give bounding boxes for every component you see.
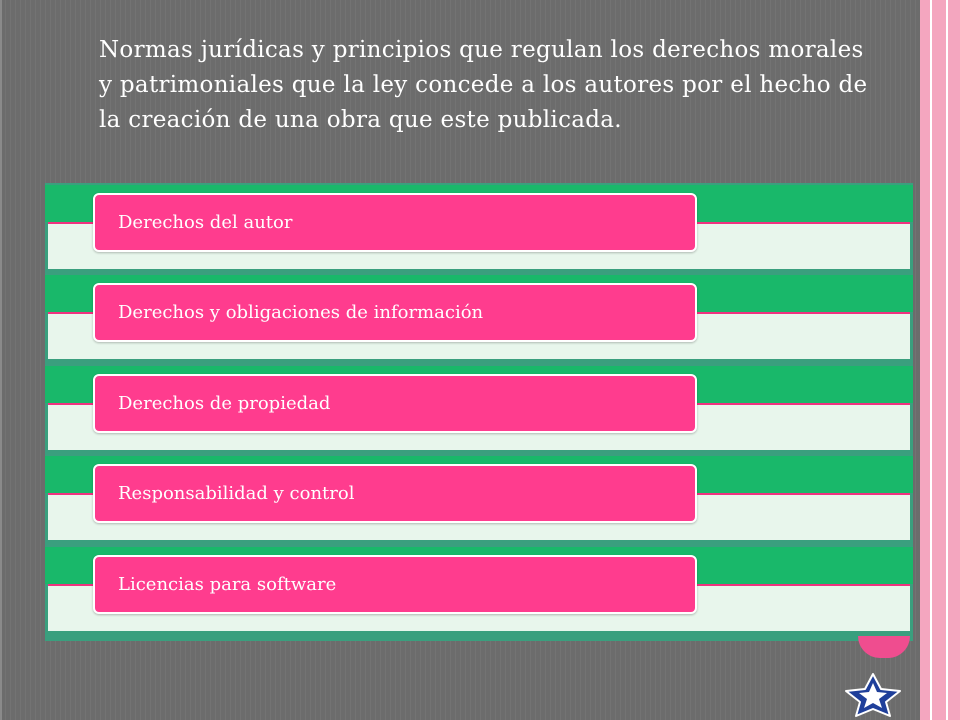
right-border-decoration [920, 0, 960, 720]
list-item-responsabilidad-control[interactable]: Responsabilidad y control [93, 464, 697, 523]
slide-title: Normas jurídicas y principios que regula… [99, 37, 868, 133]
list-item-licencias-software[interactable]: Licencias para software [93, 555, 697, 614]
left-edge-stripe [0, 0, 2, 720]
star-icon [845, 673, 901, 717]
list-item-derechos-obligaciones[interactable]: Derechos y obligaciones de información [93, 283, 697, 342]
list-item-derechos-propiedad[interactable]: Derechos de propiedad [93, 374, 697, 433]
pink-semicircle-decoration [858, 636, 910, 658]
border-line [946, 0, 948, 720]
list-item-derechos-autor[interactable]: Derechos del autor [93, 193, 697, 252]
border-line [930, 0, 932, 720]
